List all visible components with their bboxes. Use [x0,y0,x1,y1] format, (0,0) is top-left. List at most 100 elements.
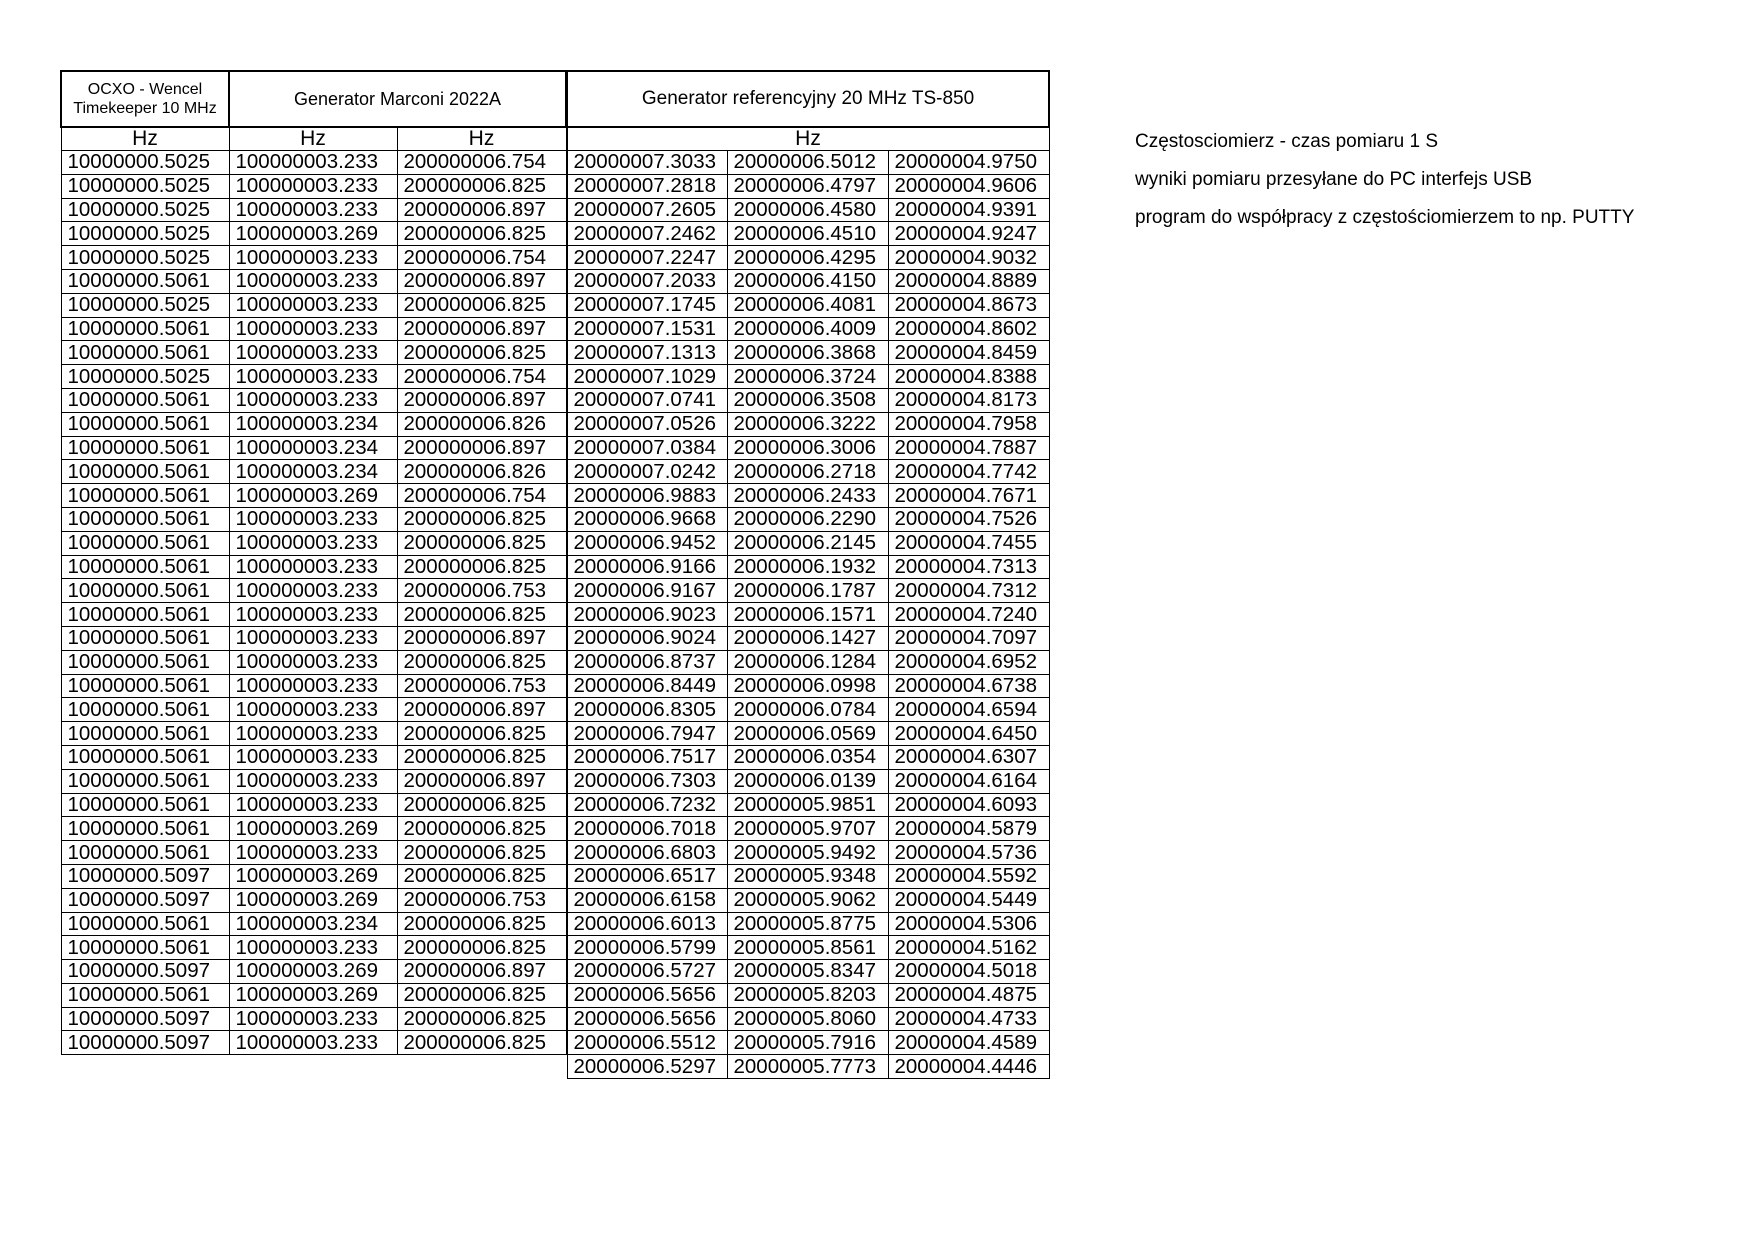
table-cell: 20000006.5012 [726,150,889,175]
table-row: 20000007.0242 20000006.2718 20000004.7742 [566,459,1050,485]
table-cell: 20000005.8203 [726,982,889,1008]
table-cell: 100000003.269 [228,483,398,508]
table-cell: 100000003.233 [228,268,398,294]
table-cell: 100000003.233 [228,840,398,865]
table-cell: 20000006.0354 [726,744,889,770]
table-row: 20000006.7303 20000006.0139 20000004.6164 [566,768,1050,794]
table-row: 20000007.0384 20000006.3006 20000004.7887 [566,435,1050,461]
table-cell: 20000007.2605 [566,197,728,223]
ocxo-header: OCXO - Wencel Timekeeper 10 MHz [60,70,230,128]
table-cell: 20000006.4150 [726,268,889,294]
table-cell: 10000000.5061 [60,483,230,508]
table-cell: 20000006.5656 [566,982,728,1008]
table-cell: 100000003.269 [228,863,398,889]
table-cell: 200000006.897 [396,316,567,342]
table-cell: 100000003.233 [228,150,398,175]
table-cell: 20000006.8737 [566,649,728,675]
table-cell: 200000006.825 [396,649,567,675]
table-cell: 100000003.233 [228,673,398,699]
ocxo-header-line2: Timekeeper 10 MHz [73,100,217,117]
table-cell: 100000003.233 [228,387,398,413]
table-cell: 20000004.9750 [887,150,1050,175]
table-row: 10000000.5061 100000003.234 200000006.826 [60,459,567,485]
table-cell: 20000006.9452 [566,530,728,556]
table-row: 10000000.5061 100000003.234 200000006.825 [60,911,567,937]
table-cell: 10000000.5061 [60,911,230,937]
table-cell: 20000006.0998 [726,673,889,699]
table-row: 20000006.5512 20000005.7916 20000004.4589 [566,1030,1050,1056]
table-cell: 20000007.0384 [566,435,728,461]
table-row: 20000006.9167 20000006.1787 20000004.7312 [566,578,1050,604]
table-cell: 20000006.1571 [726,602,889,627]
table-cell: 20000006.6803 [566,840,728,865]
table-row: 10000000.5025 100000003.233 200000006.825 [60,173,567,199]
table-cell: 20000006.4295 [726,245,889,270]
table-row: 20000006.7232 20000005.9851 20000004.6093 [566,792,1050,818]
table-cell: 10000000.5061 [60,792,230,818]
table-cell: 10000000.5061 [60,459,230,485]
table-cell: 100000003.233 [228,578,398,604]
table-cell: 100000003.233 [228,649,398,675]
table-cell: 20000006.2433 [726,483,889,508]
table-cell: 20000004.6738 [887,673,1050,699]
table-row: 10000000.5061 100000003.233 200000006.825 [60,340,567,366]
unit-cell: Hz [228,126,398,151]
table-cell: 20000005.9707 [726,816,889,842]
table-cell: 20000006.9023 [566,602,728,627]
table-row: 20000006.6803 20000005.9492 20000004.5736 [566,840,1050,865]
table-cell: 20000004.6093 [887,792,1050,818]
table-cell: 20000007.1029 [566,364,728,389]
table-cell: 200000006.825 [396,554,567,580]
table-cell: 20000006.5727 [566,959,728,984]
table-cell: 10000000.5097 [60,1030,230,1056]
table-cell: 10000000.5097 [60,1006,230,1032]
table-cell: 10000000.5025 [60,245,230,270]
table-cell: 10000000.5061 [60,768,230,794]
table-cell: 20000004.6164 [887,768,1050,794]
table-cell: 20000004.8388 [887,364,1050,389]
table-cell: 10000000.5061 [60,340,230,366]
table-cell: 10000000.5061 [60,721,230,746]
table-cell: 20000004.7958 [887,411,1050,437]
reference-generator-header: Generator referencyjny 20 MHz TS-850 [565,70,1051,128]
table-row: 20000006.5656 20000005.8060 20000004.4733 [566,1006,1050,1032]
table-row: 20000007.1745 20000006.4081 20000004.8673 [566,292,1050,318]
table-cell: 200000006.825 [396,602,567,627]
table-cell: 10000000.5061 [60,554,230,580]
table-cell: 20000004.4446 [887,1054,1050,1080]
table-row: 20000006.9166 20000006.1932 20000004.7313 [566,554,1050,580]
table-row: 10000000.5061 100000003.269 200000006.825 [60,816,567,842]
marconi-header: Generator Marconi 2022A [228,70,567,128]
table-row: 20000007.2818 20000006.4797 20000004.9606 [566,173,1050,199]
table-cell: 20000004.5306 [887,911,1050,937]
table-row: 10000000.5025 100000003.233 200000006.825 [60,292,567,318]
table-cell: 20000005.8347 [726,959,889,984]
table-row: 10000000.5025 100000003.233 200000006.754 [60,364,567,389]
table-cell: 20000007.3033 [566,150,728,175]
table-cell: 20000006.0569 [726,721,889,746]
table-row: 10000000.5025 100000003.233 200000006.754 [60,150,567,175]
table-row: 10000000.5061 100000003.269 200000006.825 [60,982,567,1008]
table-cell: 20000004.5449 [887,887,1050,913]
table-cell: 20000006.5656 [566,1006,728,1032]
table-cell: 100000003.233 [228,768,398,794]
table-cell: 20000004.8173 [887,387,1050,413]
table-row: 10000000.5097 100000003.269 200000006.825 [60,863,567,889]
table-cell: 20000004.8889 [887,268,1050,294]
table-row: 10000000.5061 100000003.269 200000006.754 [60,483,567,508]
notes: Częstosciomierz - czas pomiaru 1 S wynik… [1135,128,1634,242]
table-cell: 20000006.9024 [566,625,728,651]
table-cell: 100000003.234 [228,411,398,437]
table-cell: 20000007.0242 [566,459,728,485]
table-row: 20000006.6013 20000005.8775 20000004.5306 [566,911,1050,937]
table-cell: 20000006.4580 [726,197,889,223]
table-cell: 20000007.0526 [566,411,728,437]
table-cell: 20000004.7742 [887,459,1050,485]
table-cell: 100000003.233 [228,935,398,961]
table-cell: 200000006.897 [396,697,567,723]
table-cell: 200000006.825 [396,792,567,818]
table-cell: 10000000.5061 [60,816,230,842]
table-row: 20000007.1313 20000006.3868 20000004.8459 [566,340,1050,366]
table-cell: 10000000.5061 [60,506,230,532]
table-row: 10000000.5061 100000003.233 200000006.897 [60,625,567,651]
